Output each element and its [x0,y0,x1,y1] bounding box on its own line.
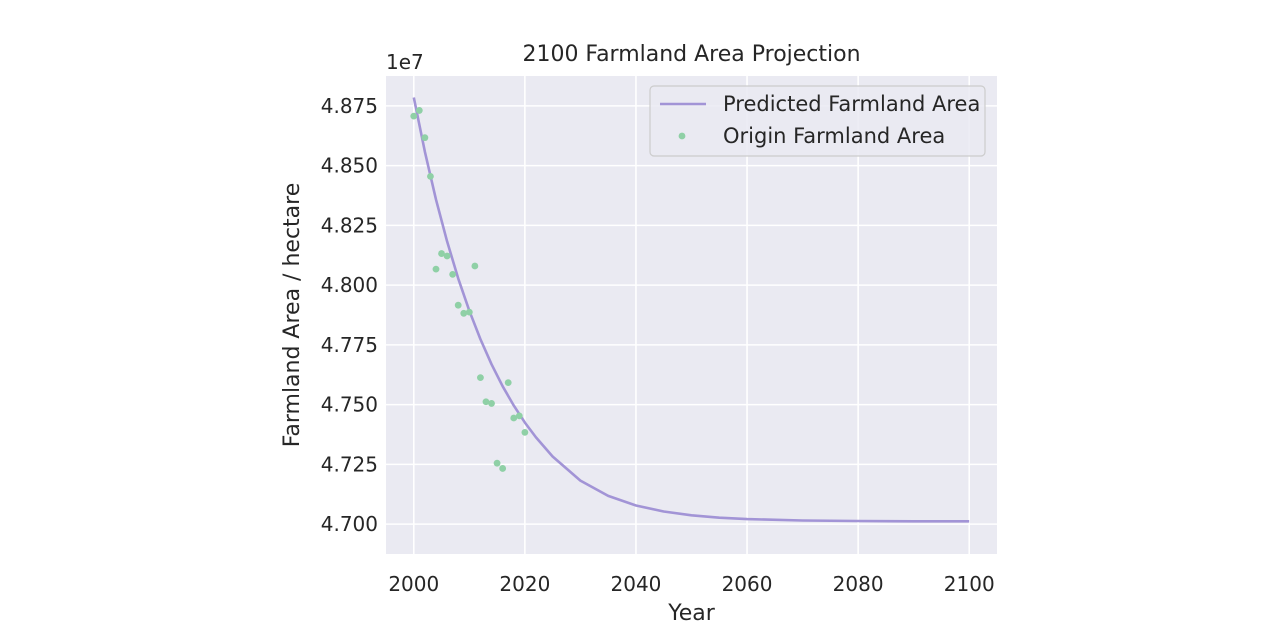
x-tick-label: 2060 [722,572,773,596]
predicted-line [412,97,970,523]
data-point [427,172,434,180]
y-tick-label: 4.775 [321,333,378,357]
y-tick-label: 4.850 [321,154,378,178]
x-tick-label: 2020 [499,572,550,596]
data-point [477,374,484,382]
legend-label-predicted: Predicted Farmland Area [723,92,980,116]
y-tick-label: 4.750 [321,393,378,417]
legend-box [649,85,986,157]
y-tick-label: 4.700 [321,512,378,536]
data-point [415,107,423,114]
y-axis-offset-label: 1e7 [386,50,424,74]
data-point [493,459,501,467]
legend-dot-swatch [678,132,686,140]
data-point [460,309,468,317]
data-point [432,265,440,273]
data-point [471,262,479,270]
data-point [421,134,429,142]
x-tick-label: 2000 [388,572,439,596]
chart-title: 2100 Farmland Area Projection [522,42,860,67]
data-point [499,465,507,472]
data-point [454,301,462,309]
series-layer [410,97,970,523]
data-point [515,412,523,420]
data-point [449,270,457,278]
data-point [521,428,529,436]
data-point [443,252,451,260]
legend-label-origin: Origin Farmland Area [723,124,945,148]
legend: Predicted Farmland Area Origin Farmland … [649,85,986,157]
data-point [504,379,512,387]
data-point [510,414,518,422]
x-axis-label: Year [667,601,716,624]
data-point [438,250,445,257]
x-tick-label: 2100 [944,572,995,596]
data-point [488,400,495,407]
data-point [410,112,418,120]
y-tick-label: 4.725 [321,452,378,476]
x-tick-label: 2080 [833,572,884,596]
y-tick-label: 4.875 [321,94,378,118]
data-point [465,308,473,316]
y-axis-label: Farmland Area / hectare [280,183,305,448]
x-tick-label: 2040 [611,572,662,596]
x-axis-ticks: 2000 2020 2040 2060 2080 2100 [388,572,994,596]
y-axis-ticks: 4.700 4.725 4.750 4.775 4.800 4.825 4.850 4.875 [321,94,378,536]
y-tick-label: 4.825 [321,213,378,237]
y-tick-label: 4.800 [321,273,378,297]
data-point [482,398,490,406]
